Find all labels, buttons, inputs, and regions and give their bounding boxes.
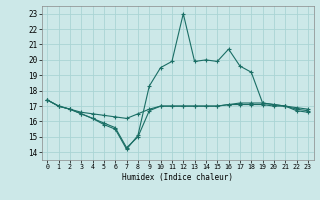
- X-axis label: Humidex (Indice chaleur): Humidex (Indice chaleur): [122, 173, 233, 182]
